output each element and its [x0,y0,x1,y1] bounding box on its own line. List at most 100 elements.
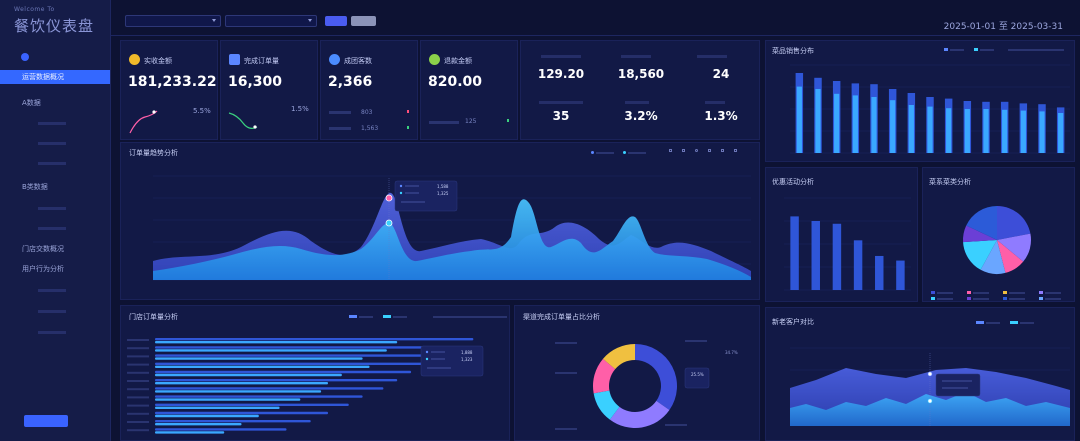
bar [155,431,225,434]
trend-tooltip-value-1: 1,588 [437,184,449,189]
sidebar-item-label [38,226,66,230]
donut-tooltip [684,367,710,389]
trend-down-icon [507,119,509,122]
row-label [127,347,149,350]
row-label [127,339,149,341]
sidebar-item[interactable]: 用户行为分析 [22,265,64,273]
bar [896,260,905,290]
new-old-customer-panel: 新老客户对比 [765,307,1075,441]
donut-label [685,340,707,342]
sidebar-item[interactable]: 运营数据概况 [0,70,110,84]
donut-label [555,342,577,344]
row-label [127,429,149,432]
bar [853,240,863,290]
kpi-sub-value-1: 803 [361,109,373,116]
user-icon [329,54,340,65]
sidebar-item[interactable] [0,136,110,150]
legend-swatch [1039,291,1043,294]
bar [908,105,914,153]
sidebar-item-label [38,141,66,145]
date-range-value[interactable]: 2025-01-01 至 2025-03-31 [943,22,1063,32]
bar [155,414,259,418]
sidebar-item[interactable]: B类数据 [22,183,48,191]
stats-panel: 129.20 18,560 24 35 3.2% 1.3% [520,40,760,140]
bar [983,109,989,153]
customer-area-chart [790,347,1070,426]
download-icon[interactable] [734,149,737,152]
pie-slice [980,240,1006,274]
chart-toolbox[interactable] [669,148,751,154]
donut-slice [635,344,677,411]
panel-title: 门店订单量分析 [129,313,178,321]
zoom-reset-icon[interactable] [682,149,685,152]
sidebar-item[interactable] [0,304,110,318]
bar [796,86,802,153]
stat-value: 3.2% [624,109,658,123]
sidebar-item[interactable] [0,221,110,235]
store-select[interactable] [125,15,221,27]
legend-label [1009,298,1025,300]
sidebar-item[interactable]: 门店交数概况 [22,245,64,253]
sidebar-item[interactable]: A数据 [22,99,41,107]
kpi-value: 2,366 [328,74,373,90]
pie-slice [997,206,1031,240]
panel-title: 订单量趋势分析 [129,149,178,157]
logout-button[interactable] [24,415,68,427]
bar [155,370,412,374]
channel-donut-chart: 25.5% 34.7% [555,340,738,430]
panel-title: 新老客户对比 [772,318,814,326]
legend-label [1045,298,1061,300]
trend-down-icon [407,126,409,129]
row-label [127,404,149,407]
bar [871,97,877,153]
kpi-value: 16,300 [228,74,283,90]
data-view-icon[interactable] [708,149,711,152]
legend-label [1045,292,1061,294]
sidebar: Welcome To 餐饮仪表盘 运营数据概况 A数据 B类数据 门店交数概况 用户行为… [0,0,111,441]
bar [155,373,342,377]
period-select[interactable] [225,15,317,27]
tooltip-label [431,358,445,360]
sidebar-item[interactable] [0,283,110,297]
bar [155,346,460,349]
store-legend [349,315,507,318]
donut-slice [593,390,620,420]
query-button[interactable] [325,16,347,26]
dish-sales-panel: 菜品销售分布 [765,40,1075,162]
pie-slice [963,240,997,270]
kpi-sub-value-1: 125 [465,118,477,125]
line-icon[interactable] [721,149,724,152]
panel-title: 优惠活动分析 [772,178,814,186]
kpi-title: 退款金额 [444,57,472,65]
stat-label [621,55,651,58]
dish-sales-chart [790,64,1070,154]
donut-slice [602,344,635,370]
store-orders-chart: 1,888 1,323 [127,338,484,434]
row-label [127,355,149,358]
restore-icon[interactable] [695,149,698,152]
home-icon[interactable] [21,53,29,61]
sidebar-item[interactable] [0,156,110,170]
bar [155,411,328,415]
kpi-title: 成团客数 [344,57,372,65]
stat-label [541,55,581,58]
sidebar-item[interactable] [0,201,110,215]
stat-label [539,101,583,104]
sidebar-item[interactable] [0,325,110,339]
kpi-sub-label-2 [329,127,351,130]
row-label [127,388,149,391]
pie-slice [966,206,997,240]
donut-label [555,372,577,374]
zoom-icon[interactable] [669,149,672,152]
bar [155,390,322,393]
tooltip-marker [425,357,429,361]
legend-swatch [1003,297,1007,300]
bar [815,89,821,153]
bar [155,395,363,398]
reset-button[interactable] [351,16,376,26]
sidebar-item[interactable] [0,116,110,130]
dish-sales-legend [944,48,1068,51]
sidebar-item-label [38,309,66,313]
legend-swatch [1003,291,1007,294]
trend-panel: 订单量趋势分析 1,588 1,3 [120,142,760,300]
